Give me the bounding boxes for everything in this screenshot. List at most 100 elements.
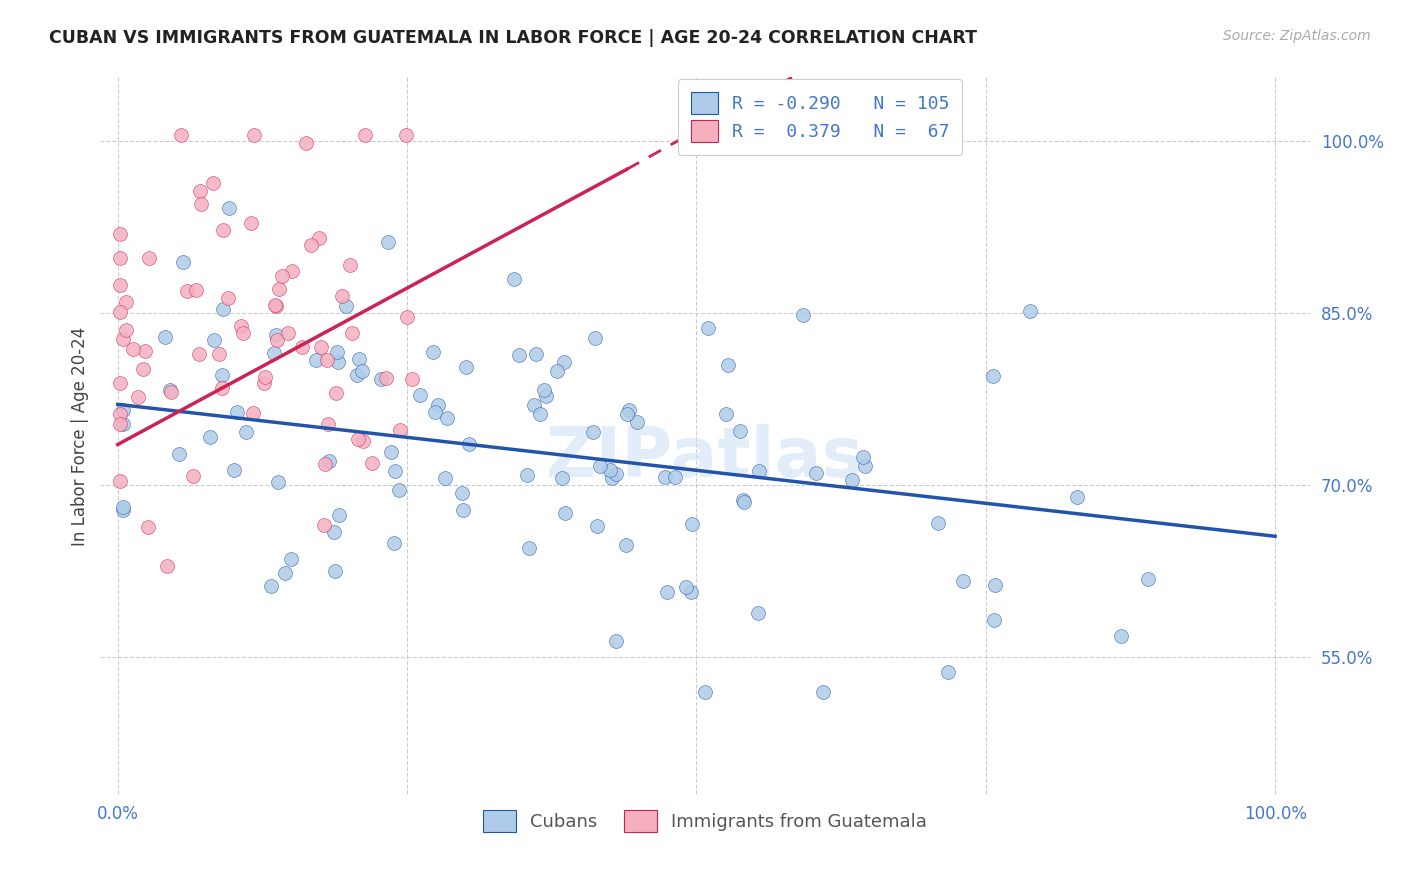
Point xyxy=(841,474,863,488)
Point xyxy=(983,613,1005,627)
Point xyxy=(553,354,575,368)
Point xyxy=(108,475,131,489)
Point xyxy=(984,578,1007,592)
Point xyxy=(529,407,551,421)
Point xyxy=(316,417,339,432)
Point xyxy=(325,385,347,400)
Point xyxy=(1019,303,1042,318)
Point xyxy=(927,516,949,530)
Point xyxy=(458,437,481,451)
Point xyxy=(427,398,450,412)
Point xyxy=(360,456,382,470)
Point xyxy=(436,411,458,425)
Point xyxy=(114,295,136,310)
Point xyxy=(533,383,555,397)
Point xyxy=(524,347,547,361)
Point xyxy=(350,364,373,378)
Point xyxy=(222,462,245,476)
Point xyxy=(654,469,676,483)
Point xyxy=(218,201,240,215)
Point xyxy=(451,486,474,500)
Point xyxy=(184,283,207,297)
Point xyxy=(395,310,418,324)
Point xyxy=(169,128,191,142)
Point xyxy=(655,585,678,599)
Point xyxy=(554,506,576,520)
Point xyxy=(211,301,233,316)
Point xyxy=(108,305,131,319)
Text: CUBAN VS IMMIGRANTS FROM GUATEMALA IN LABOR FORCE | AGE 20-24 CORRELATION CHART: CUBAN VS IMMIGRANTS FROM GUATEMALA IN LA… xyxy=(49,29,977,46)
Point xyxy=(108,417,131,431)
Point xyxy=(264,298,287,312)
Point xyxy=(981,368,1004,383)
Point xyxy=(323,524,346,539)
Point xyxy=(112,503,135,517)
Point xyxy=(112,500,135,515)
Point xyxy=(339,258,361,272)
Point xyxy=(456,359,478,374)
Point xyxy=(217,291,239,305)
Point xyxy=(384,464,406,478)
Point xyxy=(853,458,876,473)
Point xyxy=(389,423,412,437)
Point xyxy=(305,353,328,368)
Point xyxy=(159,383,181,397)
Point xyxy=(316,353,339,368)
Point xyxy=(508,347,530,361)
Point xyxy=(375,371,398,385)
Point xyxy=(681,517,703,532)
Point xyxy=(349,352,371,367)
Point xyxy=(811,685,834,699)
Point xyxy=(346,368,368,382)
Point xyxy=(270,268,292,283)
Point xyxy=(211,368,233,383)
Point xyxy=(605,467,627,482)
Point xyxy=(183,468,205,483)
Point xyxy=(156,558,179,573)
Point xyxy=(267,475,290,489)
Point xyxy=(714,407,737,421)
Point xyxy=(311,340,333,354)
Point xyxy=(551,470,574,484)
Point xyxy=(523,398,546,412)
Point xyxy=(516,468,538,483)
Point xyxy=(952,574,974,588)
Point xyxy=(733,494,755,508)
Point xyxy=(605,633,627,648)
Point xyxy=(326,345,349,359)
Point xyxy=(254,370,277,384)
Point xyxy=(377,235,399,249)
Point xyxy=(616,407,638,421)
Point xyxy=(134,344,156,359)
Point xyxy=(277,326,299,340)
Point xyxy=(340,326,363,340)
Point xyxy=(291,340,314,354)
Point xyxy=(226,405,249,419)
Point xyxy=(395,128,418,142)
Point xyxy=(353,128,375,142)
Point xyxy=(936,665,959,680)
Point xyxy=(503,272,526,286)
Point xyxy=(370,371,392,385)
Point xyxy=(1111,629,1133,643)
Point xyxy=(264,327,287,342)
Point xyxy=(318,454,340,468)
Point xyxy=(211,381,233,395)
Point xyxy=(115,323,138,337)
Point xyxy=(280,551,302,566)
Point xyxy=(347,433,370,447)
Point xyxy=(693,685,716,699)
Point xyxy=(401,372,423,386)
Point xyxy=(108,278,131,293)
Point xyxy=(190,196,212,211)
Point xyxy=(281,264,304,278)
Point xyxy=(132,362,155,376)
Point xyxy=(201,176,224,190)
Point xyxy=(717,358,740,372)
Point xyxy=(679,585,702,599)
Point xyxy=(202,333,225,347)
Point xyxy=(731,493,754,508)
Point xyxy=(136,519,159,533)
Point xyxy=(112,403,135,417)
Point xyxy=(326,355,349,369)
